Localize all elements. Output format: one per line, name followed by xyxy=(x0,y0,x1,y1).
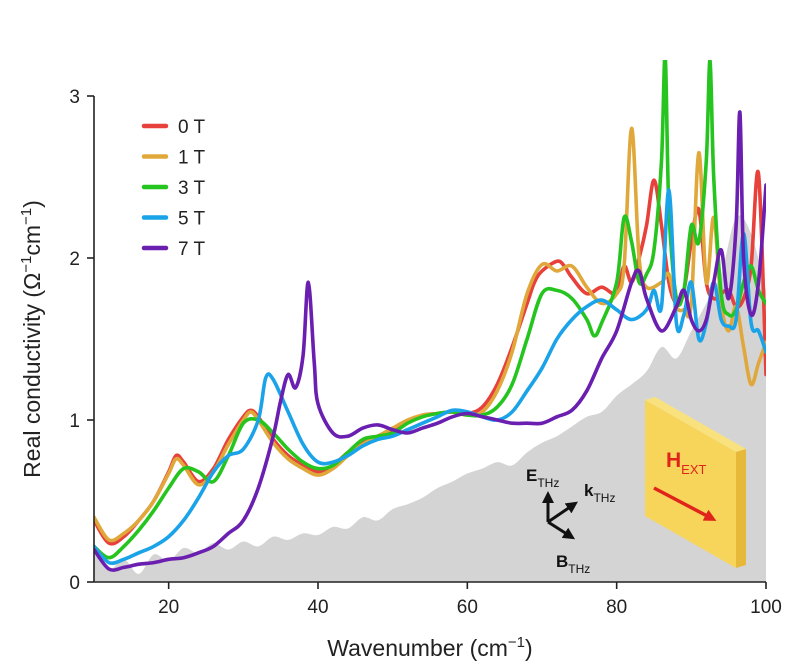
x-axis-label: Wavenumber (cm−1) xyxy=(327,634,532,661)
e-thz-label: ETHz xyxy=(526,466,559,490)
series-line-7t xyxy=(94,110,766,572)
slab-side-face xyxy=(736,449,746,568)
y-tick-label: 2 xyxy=(69,249,80,270)
legend: 0 T 1 T 3 T 5 T 7 T xyxy=(141,117,206,260)
h-ext-arrow xyxy=(653,486,717,521)
slab-front-face xyxy=(645,400,736,568)
legend-label: 0 T xyxy=(178,117,206,138)
y-tick-label: 3 xyxy=(69,87,80,108)
sample-slab: HEXT xyxy=(645,397,746,568)
slab-top-face xyxy=(645,397,746,452)
x-tick-label: 40 xyxy=(307,597,328,618)
legend-label: 7 T xyxy=(178,239,206,260)
h-ext-label: HEXT xyxy=(666,449,707,477)
x-tick-label: 20 xyxy=(158,597,179,618)
y-axis-label: Real conductivity (Ω−1cm−1) xyxy=(18,200,45,478)
thz-vector-diagram: ETHz kTHz BTHz xyxy=(526,466,615,576)
legend-label: 1 T xyxy=(178,148,206,169)
background-area xyxy=(94,215,766,582)
series-line-1t xyxy=(94,126,766,543)
background-area-layer xyxy=(94,215,766,582)
y-tick-label: 0 xyxy=(69,573,80,594)
y-tick-label: 1 xyxy=(69,411,80,432)
series-line-3t xyxy=(94,60,766,560)
b-vector-arrow xyxy=(547,520,576,540)
legend-label: 5 T xyxy=(178,209,206,230)
b-thz-label: BTHz xyxy=(556,552,590,576)
x-tick-label: 100 xyxy=(750,597,782,618)
x-tick-label: 60 xyxy=(457,597,478,618)
series-layer xyxy=(94,60,766,572)
legend-label: 3 T xyxy=(178,178,206,199)
k-thz-label: kTHz xyxy=(584,481,615,505)
x-tick-label: 80 xyxy=(606,597,627,618)
k-vector-arrow xyxy=(547,501,578,524)
tick-layer: 20 40 60 80 100 0 1 2 3 xyxy=(69,87,781,618)
